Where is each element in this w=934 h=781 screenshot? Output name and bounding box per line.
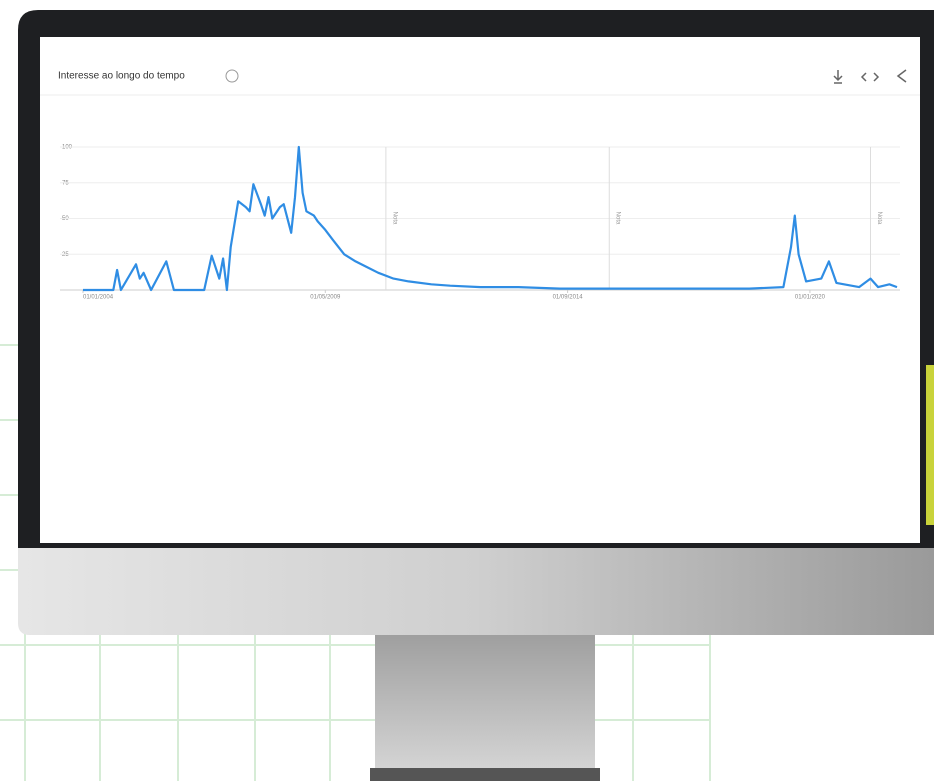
x-tick-label: 01/09/2014 xyxy=(553,295,584,301)
y-tick-label: 100 xyxy=(62,145,73,151)
monitor-stand xyxy=(375,630,595,781)
bezel-accent xyxy=(926,365,934,525)
help-icon[interactable] xyxy=(225,69,239,83)
embed-icon[interactable] xyxy=(860,72,880,82)
x-tick-label: 01/05/2009 xyxy=(310,295,341,301)
chart-title: Interesse ao longo do tempo xyxy=(58,71,185,82)
y-tick-label: 25 xyxy=(62,252,69,258)
monitor-chin xyxy=(18,540,934,635)
note-label: Nota xyxy=(876,212,882,225)
note-label: Nota xyxy=(615,212,621,225)
toolbar xyxy=(833,69,907,84)
note-label: Nota xyxy=(391,212,397,225)
y-tick-label: 75 xyxy=(62,180,69,186)
x-tick-label: 01/01/2020 xyxy=(795,295,826,301)
plot: 25 50 75 100 01/01/2004 01/05/2009 01/09/2014 0… xyxy=(60,145,900,301)
share-icon[interactable] xyxy=(896,69,907,83)
x-tick-label: 01/01/2004 xyxy=(83,295,114,301)
stand-base xyxy=(370,768,600,781)
download-icon[interactable] xyxy=(833,70,843,84)
trend-line xyxy=(83,145,898,292)
y-tick-label: 50 xyxy=(62,216,69,222)
